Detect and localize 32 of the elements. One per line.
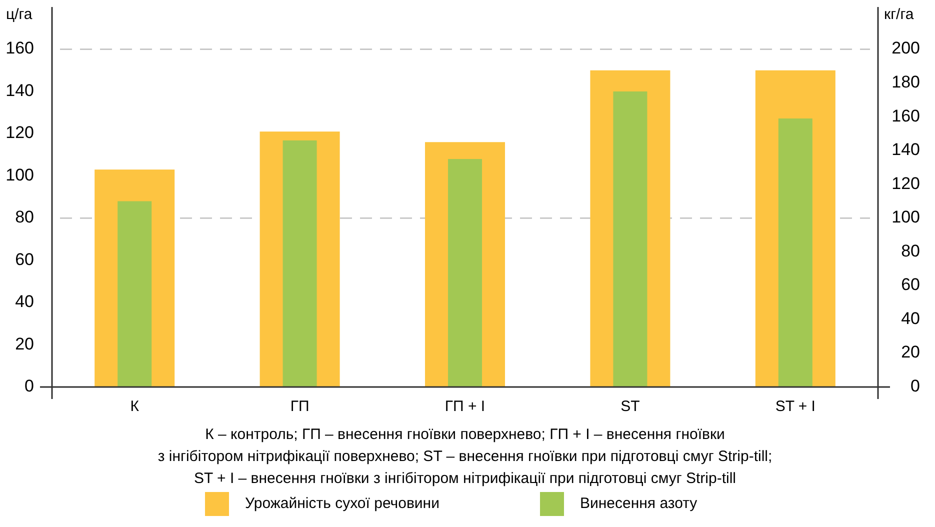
x-tick-label: ГП: [290, 398, 310, 415]
y2-tick-label: 20: [901, 342, 920, 362]
y2-axis-title: кг/га: [884, 6, 914, 23]
y2-tick-label: 180: [892, 72, 920, 92]
y2-tick-label: 40: [901, 308, 920, 328]
y-tick-label: 120: [6, 123, 34, 142]
x-tick-label: ГП + І: [444, 398, 486, 415]
text: ST + І – внесення гноївки з інгібітором нітрифікації при підготовці смуг Strip-till: [194, 470, 736, 487]
y2-tick-label: 0: [910, 376, 920, 396]
y-tick-label: 80: [15, 208, 34, 227]
y2-tick-label: 120: [892, 174, 920, 193]
text: К – контроль; ГП – внесення гноївки поверхнево; ГП + І – внесення гноївки: [205, 426, 725, 443]
y-tick-label: 20: [15, 334, 34, 354]
y-axis-title: ц/га: [6, 6, 33, 23]
y2-tick-label: 200: [892, 38, 920, 58]
y-tick-label: 140: [6, 80, 34, 100]
y-tick-label: 40: [15, 292, 34, 312]
y-tick-label: 60: [15, 250, 34, 269]
y2-tick-label: 140: [892, 140, 920, 160]
x-tick-label: К: [130, 398, 140, 415]
x-tick-label: ST: [620, 398, 640, 415]
y2-tick-label: 60: [901, 275, 920, 294]
legend-label: Винесення азоту: [580, 494, 698, 512]
x-tick-label: ST + І: [775, 398, 816, 415]
text: з інгібітором нітрифікації поверхнево; ST – внесення гноївки при підготовці смуг Strip-till;: [158, 448, 772, 465]
y2-tick-label: 160: [892, 106, 920, 126]
y-tick-label: 100: [6, 165, 34, 184]
y-tick-label: 160: [6, 38, 34, 58]
y2-tick-label: 80: [901, 241, 920, 260]
y2-tick-label: 100: [892, 208, 920, 227]
legend-label: Урожайність сухої речовини: [245, 494, 440, 512]
y-tick-label: 0: [24, 376, 34, 396]
